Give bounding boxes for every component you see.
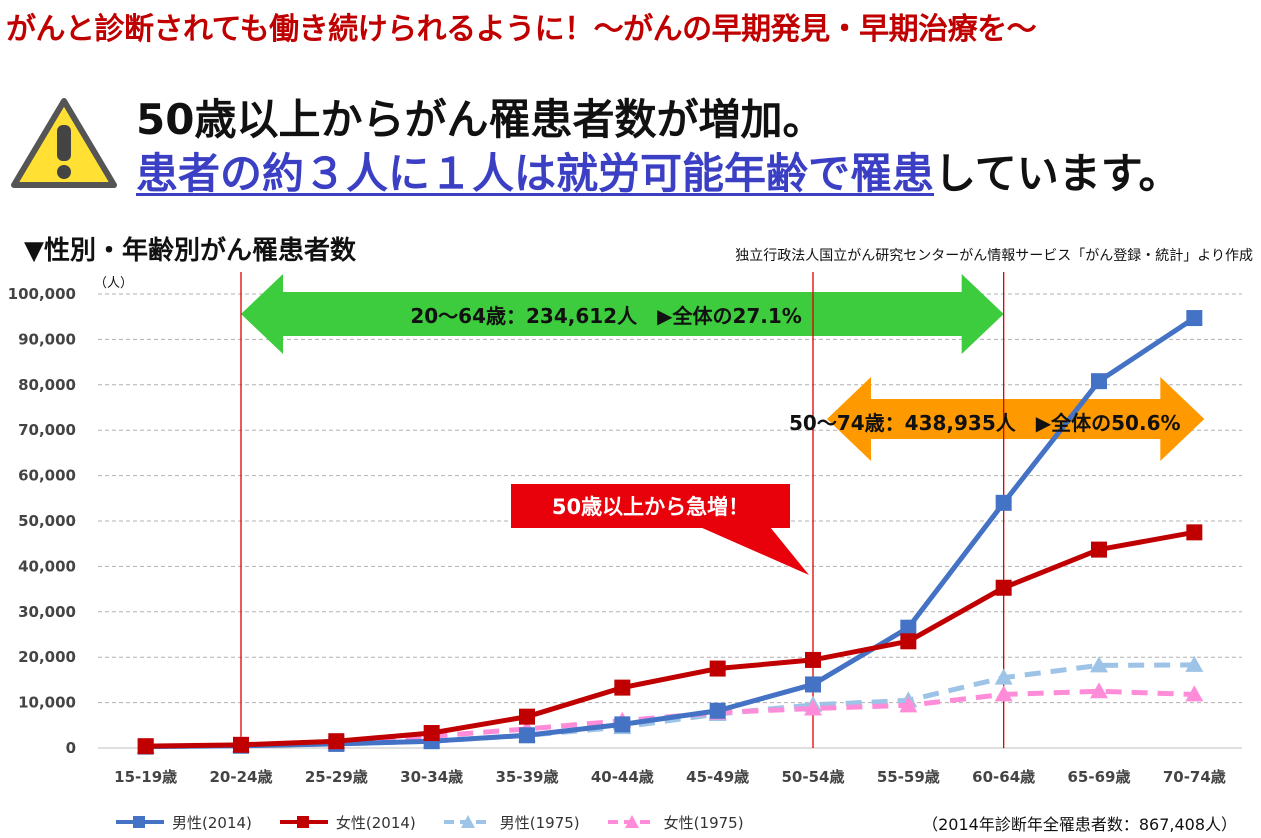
headline-line2: 患者の約３人に１人は就労可能年齢で罹患しています。 xyxy=(136,140,1181,201)
headline-rest: しています。 xyxy=(934,149,1181,198)
data-point xyxy=(137,738,154,755)
data-point xyxy=(709,660,726,677)
surge-callout: 50歳以上から急増！ xyxy=(511,484,790,528)
y-tick-label: 40,000 xyxy=(18,557,76,575)
y-tick-label: 50,000 xyxy=(18,512,76,530)
data-point xyxy=(1186,310,1203,327)
x-tick-label: 20-24歳 xyxy=(210,768,273,786)
y-tick-label: 10,000 xyxy=(18,694,76,712)
over-50-range-label: 50～74歳：438,935人 ▶全体の50.6% xyxy=(789,411,1181,435)
data-point xyxy=(995,579,1012,596)
y-tick-label: 30,000 xyxy=(18,603,76,621)
data-point xyxy=(805,651,821,668)
grid-lines xyxy=(98,293,1242,749)
data-point xyxy=(899,696,918,713)
y-tick-label: 70,000 xyxy=(18,421,76,439)
chart-heading: ▼性別・年齢別がん罹患者数 xyxy=(24,236,356,266)
headline-highlight: 患者の約３人に１人は就労可能年齢で罹患 xyxy=(136,149,935,198)
data-point xyxy=(1185,685,1204,702)
x-tick-label: 65-69歳 xyxy=(1068,768,1131,786)
x-tick-label: 60-64歳 xyxy=(972,768,1035,786)
legend-swatch xyxy=(607,815,656,828)
data-point xyxy=(614,679,631,696)
y-tick-label: 90,000 xyxy=(18,330,76,348)
legend-item: 男性(2014) xyxy=(114,812,252,833)
data-point xyxy=(1185,655,1204,672)
x-tick-label: 30-34歳 xyxy=(400,768,463,786)
data-point xyxy=(709,702,726,719)
x-tick-label: 35-39歳 xyxy=(496,768,559,786)
legend-label: 女性(2014) xyxy=(335,813,416,832)
data-point xyxy=(1091,541,1107,558)
legend-item: 女性(2014) xyxy=(278,812,416,833)
data-point xyxy=(995,494,1012,511)
y-tick-label: 0 xyxy=(66,739,76,757)
data-point xyxy=(423,725,440,742)
legend-label: 男性(1975) xyxy=(499,813,580,832)
callout-tail xyxy=(700,527,809,575)
data-point xyxy=(805,676,821,693)
y-axis: 0 10,000 20,000 30,000 40,000 50,000 60,000 70,… xyxy=(8,285,76,757)
x-tick-label: 45-49歳 xyxy=(686,768,749,786)
x-tick-label: 50-54歳 xyxy=(782,768,845,786)
data-point xyxy=(994,685,1013,702)
data-point xyxy=(804,699,822,716)
data-point xyxy=(1091,373,1107,390)
total-note: （2014年診断年全罹患者数：867,408人） xyxy=(922,815,1237,834)
x-tick-label: 55-59歳 xyxy=(877,768,940,786)
callout-pointer xyxy=(700,527,809,575)
data-point xyxy=(614,716,631,733)
series-line xyxy=(145,315,1196,750)
series-line xyxy=(145,529,1195,749)
x-tick-label: 40-44歳 xyxy=(591,768,654,786)
data-point xyxy=(519,727,535,744)
x-axis: 15-19歳 20-24歳 25-29歳 30-34歳 35-39歳 40-44歳 45-4… xyxy=(114,768,1226,786)
working-age-range-label: 20～64歳：234,612人 ▶全体の27.1% xyxy=(410,304,802,328)
series-line xyxy=(145,662,1195,750)
legend-marker xyxy=(133,816,145,828)
legend-swatch xyxy=(443,815,492,828)
data-point xyxy=(519,708,535,725)
source-note: 独立行政法人国立がん研究センターがん情報サービス「がん登録・統計」より作成 xyxy=(735,248,1253,264)
x-tick-label: 25-29歳 xyxy=(305,768,368,786)
legend-swatch xyxy=(279,816,328,828)
warning-icon xyxy=(11,98,117,188)
legend-label: 女性(1975) xyxy=(663,813,744,832)
data-point xyxy=(1090,682,1108,699)
data-point xyxy=(900,633,917,650)
data-point xyxy=(1090,656,1108,673)
legend-marker xyxy=(624,815,639,828)
legend-label: 男性(2014) xyxy=(172,813,252,832)
legend-marker xyxy=(296,816,309,828)
legend-marker xyxy=(460,815,475,828)
series-lines xyxy=(136,310,1204,755)
data-point xyxy=(994,668,1013,685)
y-tick-label: 80,000 xyxy=(18,376,76,394)
y-tick-label: 60,000 xyxy=(18,467,76,485)
banner-title: がんと診断されても働き続けられるように！～がんの早期発見・早期治療を～ xyxy=(6,12,1037,47)
y-tick-label: 20,000 xyxy=(18,648,76,666)
chart-legend: 男性(2014) 女性(2014) 男性(1975) 女性(1975) xyxy=(114,810,770,834)
headline-line1: 50歳以上からがん罹患者数が増加。 xyxy=(136,95,825,144)
data-point xyxy=(328,733,345,750)
legend-item: 男性(1975) xyxy=(442,812,580,833)
x-tick-label: 15-19歳 xyxy=(114,768,177,786)
data-point xyxy=(900,619,917,636)
over-50-arrow xyxy=(827,377,1205,461)
legend-swatch xyxy=(116,816,164,828)
data-point xyxy=(233,736,249,753)
x-tick-label: 70-74歳 xyxy=(1163,768,1226,786)
y-tick-label: 100,000 xyxy=(8,285,76,303)
data-point xyxy=(1186,524,1203,541)
unit-label: （人） xyxy=(94,276,134,291)
legend-item: 女性(1975) xyxy=(606,812,744,833)
